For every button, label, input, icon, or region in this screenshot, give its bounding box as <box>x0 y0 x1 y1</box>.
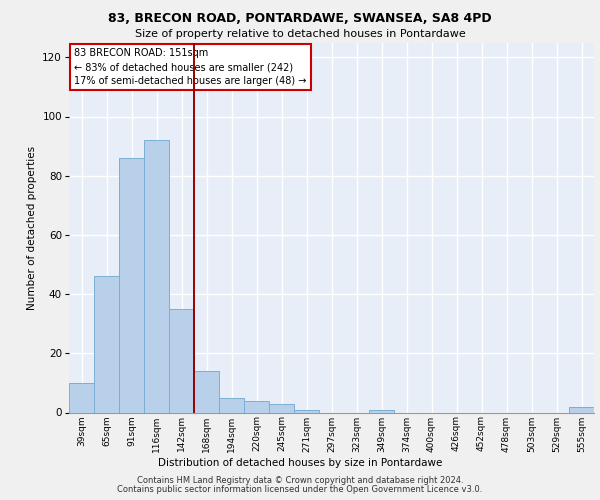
Text: Contains HM Land Registry data © Crown copyright and database right 2024.: Contains HM Land Registry data © Crown c… <box>137 476 463 485</box>
Bar <box>144 140 169 412</box>
Bar <box>94 276 119 412</box>
Text: Contains public sector information licensed under the Open Government Licence v3: Contains public sector information licen… <box>118 485 482 494</box>
Text: 83 BRECON ROAD: 151sqm
← 83% of detached houses are smaller (242)
17% of semi-de: 83 BRECON ROAD: 151sqm ← 83% of detached… <box>74 48 307 86</box>
Bar <box>169 309 194 412</box>
Text: 83, BRECON ROAD, PONTARDAWE, SWANSEA, SA8 4PD: 83, BRECON ROAD, PONTARDAWE, SWANSEA, SA… <box>108 12 492 26</box>
Bar <box>69 383 94 412</box>
Bar <box>119 158 144 412</box>
Bar <box>194 371 219 412</box>
Text: Size of property relative to detached houses in Pontardawe: Size of property relative to detached ho… <box>134 29 466 39</box>
Bar <box>269 404 294 412</box>
Bar <box>294 410 319 412</box>
Text: Distribution of detached houses by size in Pontardawe: Distribution of detached houses by size … <box>158 458 442 468</box>
Bar <box>369 410 394 412</box>
Bar <box>244 400 269 412</box>
Bar <box>569 406 594 412</box>
Bar <box>219 398 244 412</box>
Y-axis label: Number of detached properties: Number of detached properties <box>27 146 37 310</box>
